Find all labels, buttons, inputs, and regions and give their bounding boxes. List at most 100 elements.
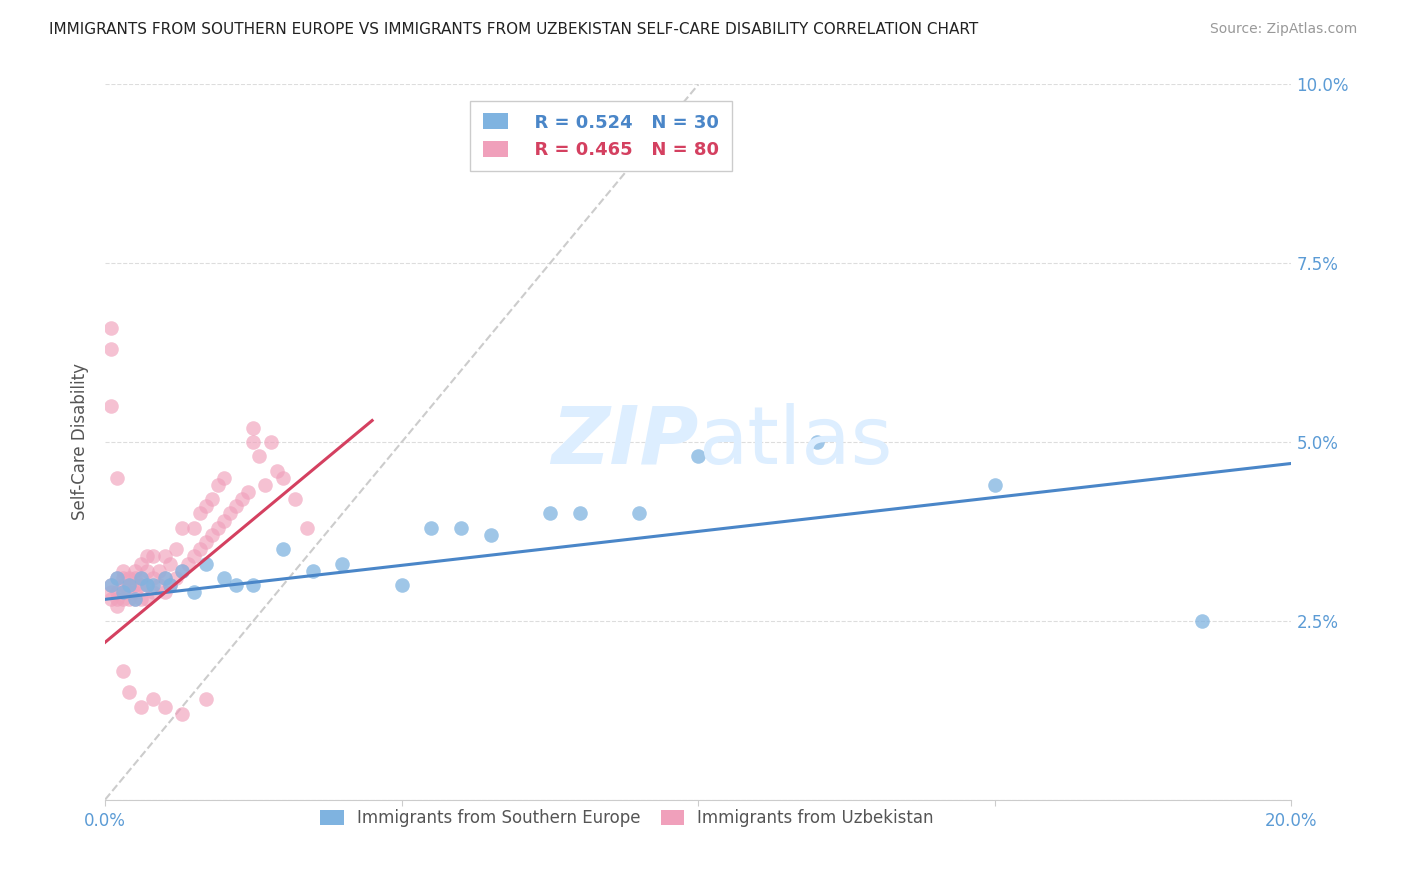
Point	[135, 578, 157, 592]
Y-axis label: Self-Care Disability: Self-Care Disability	[72, 363, 89, 520]
Point	[172, 564, 194, 578]
Point	[135, 592, 157, 607]
Point	[450, 521, 472, 535]
Point	[271, 471, 294, 485]
Point	[159, 578, 181, 592]
Point	[183, 585, 205, 599]
Point	[688, 450, 710, 464]
Point	[218, 507, 240, 521]
Point	[236, 485, 259, 500]
Point	[100, 342, 122, 356]
Point	[391, 578, 413, 592]
Point	[100, 578, 122, 592]
Point	[806, 434, 828, 449]
Point	[111, 571, 134, 585]
Point	[129, 592, 152, 607]
Point	[111, 585, 134, 599]
Point	[301, 564, 323, 578]
Point	[142, 692, 165, 706]
Point	[153, 585, 176, 599]
Point	[242, 434, 264, 449]
Point	[105, 471, 128, 485]
Point	[225, 578, 247, 592]
Point	[129, 578, 152, 592]
Point	[212, 471, 235, 485]
Point	[271, 542, 294, 557]
Point	[129, 557, 152, 571]
Point	[148, 564, 170, 578]
Point	[172, 706, 194, 721]
Point	[124, 578, 146, 592]
Point	[479, 528, 502, 542]
Point	[172, 521, 194, 535]
Point	[284, 492, 307, 507]
Point	[100, 320, 122, 334]
Legend: Immigrants from Southern Europe, Immigrants from Uzbekistan: Immigrants from Southern Europe, Immigra…	[314, 803, 941, 834]
Point	[124, 592, 146, 607]
Text: atlas: atlas	[699, 403, 893, 481]
Point	[124, 564, 146, 578]
Point	[124, 592, 146, 607]
Point	[142, 571, 165, 585]
Point	[201, 528, 224, 542]
Point	[295, 521, 318, 535]
Point	[1191, 614, 1213, 628]
Point	[118, 571, 141, 585]
Point	[124, 585, 146, 599]
Point	[111, 664, 134, 678]
Point	[183, 521, 205, 535]
Point	[254, 478, 277, 492]
Point	[100, 592, 122, 607]
Point	[111, 592, 134, 607]
Point	[118, 578, 141, 592]
Point	[142, 585, 165, 599]
Point	[242, 578, 264, 592]
Point	[195, 692, 218, 706]
Point	[111, 578, 134, 592]
Point	[568, 507, 591, 521]
Point	[105, 571, 128, 585]
Point	[207, 521, 229, 535]
Point	[111, 564, 134, 578]
Point	[105, 599, 128, 614]
Point	[212, 571, 235, 585]
Point	[177, 557, 200, 571]
Point	[142, 549, 165, 564]
Point	[242, 420, 264, 434]
Point	[118, 592, 141, 607]
Point	[231, 492, 253, 507]
Point	[183, 549, 205, 564]
Point	[538, 507, 561, 521]
Point	[195, 500, 218, 514]
Point	[142, 578, 165, 592]
Point	[105, 571, 128, 585]
Point	[153, 571, 176, 585]
Point	[118, 685, 141, 699]
Point	[153, 699, 176, 714]
Point	[100, 399, 122, 413]
Point	[153, 549, 176, 564]
Point	[172, 564, 194, 578]
Point	[135, 564, 157, 578]
Point	[135, 578, 157, 592]
Point	[201, 492, 224, 507]
Point	[129, 699, 152, 714]
Point	[195, 535, 218, 549]
Point	[159, 557, 181, 571]
Point	[129, 571, 152, 585]
Point	[129, 571, 152, 585]
Point	[195, 557, 218, 571]
Point	[225, 500, 247, 514]
Point	[165, 571, 187, 585]
Point	[207, 478, 229, 492]
Point	[135, 549, 157, 564]
Point	[984, 478, 1007, 492]
Text: Source: ZipAtlas.com: Source: ZipAtlas.com	[1209, 22, 1357, 37]
Point	[105, 585, 128, 599]
Point	[124, 571, 146, 585]
Point	[249, 450, 271, 464]
Text: IMMIGRANTS FROM SOUTHERN EUROPE VS IMMIGRANTS FROM UZBEKISTAN SELF-CARE DISABILI: IMMIGRANTS FROM SOUTHERN EUROPE VS IMMIG…	[49, 22, 979, 37]
Point	[266, 464, 288, 478]
Point	[420, 521, 443, 535]
Point	[118, 578, 141, 592]
